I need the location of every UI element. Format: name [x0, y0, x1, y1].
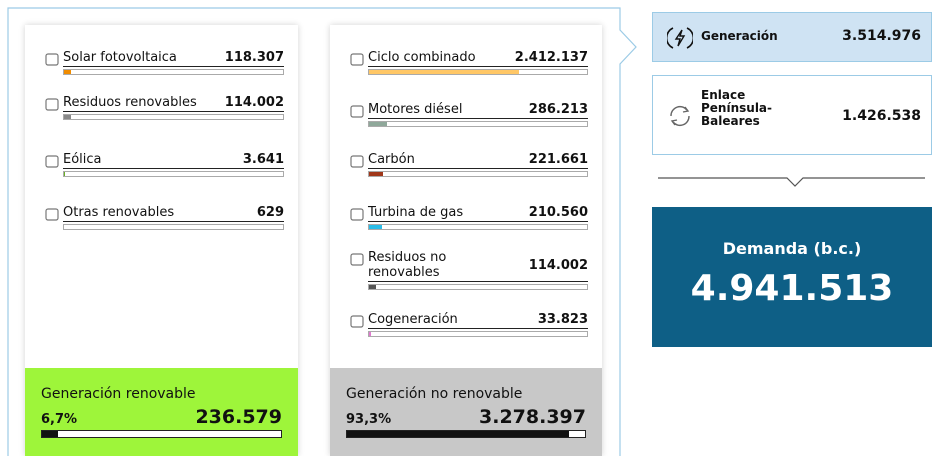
total-box: Generación renovable 6,7% 236.579 — [25, 368, 298, 456]
source-line: Motores diésel 286.213 — [368, 102, 588, 119]
source-value: 114.002 — [224, 95, 284, 110]
total-share: 93,3% — [346, 412, 392, 427]
source-line: Ciclo combinado 2.412.137 — [368, 50, 588, 67]
total-value: 236.579 — [195, 406, 282, 428]
link-label: Enlace Península-Baleares — [701, 88, 773, 128]
link-icon — [670, 106, 690, 126]
bar-track — [63, 69, 284, 75]
source-line: Otras renovables 629 — [63, 205, 284, 222]
source-icon — [350, 315, 364, 328]
source-label: Residuos renovables — [63, 95, 197, 110]
source-icon — [350, 105, 364, 118]
source-icon — [350, 53, 364, 66]
total-box: Generación no renovable 93,3% 3.278.397 — [330, 368, 602, 456]
bar-track — [63, 114, 284, 120]
total-label: Generación renovable — [41, 386, 196, 402]
source-icon — [350, 253, 364, 266]
source-row: Carbón 221.661 — [350, 152, 588, 177]
source-value: 210.560 — [528, 205, 588, 220]
divider — [658, 177, 925, 187]
source-line: Residuos no renovables 114.002 — [368, 250, 588, 282]
bar-track — [368, 69, 588, 75]
source-line: Cogeneración 33.823 — [368, 312, 588, 329]
source-line: Carbón 221.661 — [368, 152, 588, 169]
source-value: 33.823 — [537, 312, 588, 327]
bar — [369, 172, 383, 176]
source-row: Solar fotovoltaica 118.307 — [45, 50, 284, 75]
bar-track — [368, 121, 588, 127]
demand-value: 4.941.513 — [690, 268, 894, 309]
bar — [369, 122, 387, 126]
bar — [369, 225, 383, 229]
source-row: Residuos no renovables 114.002 — [350, 250, 588, 290]
source-value: 3.641 — [242, 152, 284, 167]
bar — [64, 70, 72, 74]
source-row: Ciclo combinado 2.412.137 — [350, 50, 588, 75]
generation-value: 3.514.976 — [842, 28, 921, 44]
source-row: Cogeneración 33.823 — [350, 312, 588, 337]
generation-icon — [667, 27, 693, 49]
total-bar — [42, 431, 58, 437]
bar-track — [368, 331, 588, 337]
total-bar — [347, 431, 570, 437]
bar-track — [63, 171, 284, 177]
bar — [369, 285, 377, 289]
source-value: 2.412.137 — [514, 50, 588, 65]
source-row: Eólica 3.641 — [45, 152, 284, 177]
source-value: 114.002 — [528, 257, 588, 273]
non-renewable-card: Ciclo combinado 2.412.137 Motores diésel 28… — [330, 25, 602, 456]
bar-track — [63, 224, 284, 230]
link-box: Enlace Península-Baleares 1.426.538 — [652, 75, 932, 155]
source-value: 286.213 — [528, 102, 588, 117]
bar-track — [368, 171, 588, 177]
generation-box: Generación 3.514.976 — [652, 12, 932, 62]
bar — [64, 115, 72, 119]
source-icon — [45, 53, 59, 66]
source-label: Otras renovables — [63, 205, 175, 220]
source-label: Motores diésel — [368, 102, 463, 117]
source-label: Solar fotovoltaica — [63, 50, 177, 65]
bar — [369, 70, 519, 74]
total-label: Generación no renovable — [346, 386, 523, 402]
link-value: 1.426.538 — [842, 108, 921, 124]
source-label: Eólica — [63, 152, 102, 167]
source-icon — [45, 208, 59, 221]
source-label: Turbina de gas — [368, 205, 464, 220]
total-value: 3.278.397 — [479, 406, 586, 428]
source-row: Motores diésel 286.213 — [350, 102, 588, 127]
bar — [369, 332, 372, 336]
source-row: Turbina de gas 210.560 — [350, 205, 588, 230]
source-label: Residuos no renovables — [368, 250, 447, 280]
demand-label: Demanda (b.c.) — [722, 239, 862, 258]
source-row: Residuos renovables 114.002 — [45, 95, 284, 120]
panel-border — [7, 7, 637, 456]
total-track — [346, 430, 586, 438]
source-value: 221.661 — [528, 152, 588, 167]
source-line: Eólica 3.641 — [63, 152, 284, 169]
bar-track — [368, 224, 588, 230]
source-label: Ciclo combinado — [368, 50, 476, 65]
source-label: Cogeneración — [368, 312, 458, 327]
source-line: Residuos renovables 114.002 — [63, 95, 284, 112]
bar-track — [368, 284, 588, 290]
source-label: Carbón — [368, 152, 415, 167]
source-icon — [350, 208, 364, 221]
total-share: 6,7% — [41, 412, 78, 427]
source-line: Solar fotovoltaica 118.307 — [63, 50, 284, 67]
source-row: Otras renovables 629 — [45, 205, 284, 230]
source-icon — [45, 98, 59, 111]
source-line: Turbina de gas 210.560 — [368, 205, 588, 222]
source-icon — [350, 155, 364, 168]
renewable-card: Solar fotovoltaica 118.307 Residuos renova… — [25, 25, 298, 456]
generation-label: Generación — [701, 29, 778, 43]
source-icon — [45, 155, 59, 168]
source-value: 629 — [256, 205, 284, 220]
demand-box: Demanda (b.c.) 4.941.513 — [652, 207, 932, 347]
source-value: 118.307 — [224, 50, 284, 65]
total-track — [41, 430, 282, 438]
